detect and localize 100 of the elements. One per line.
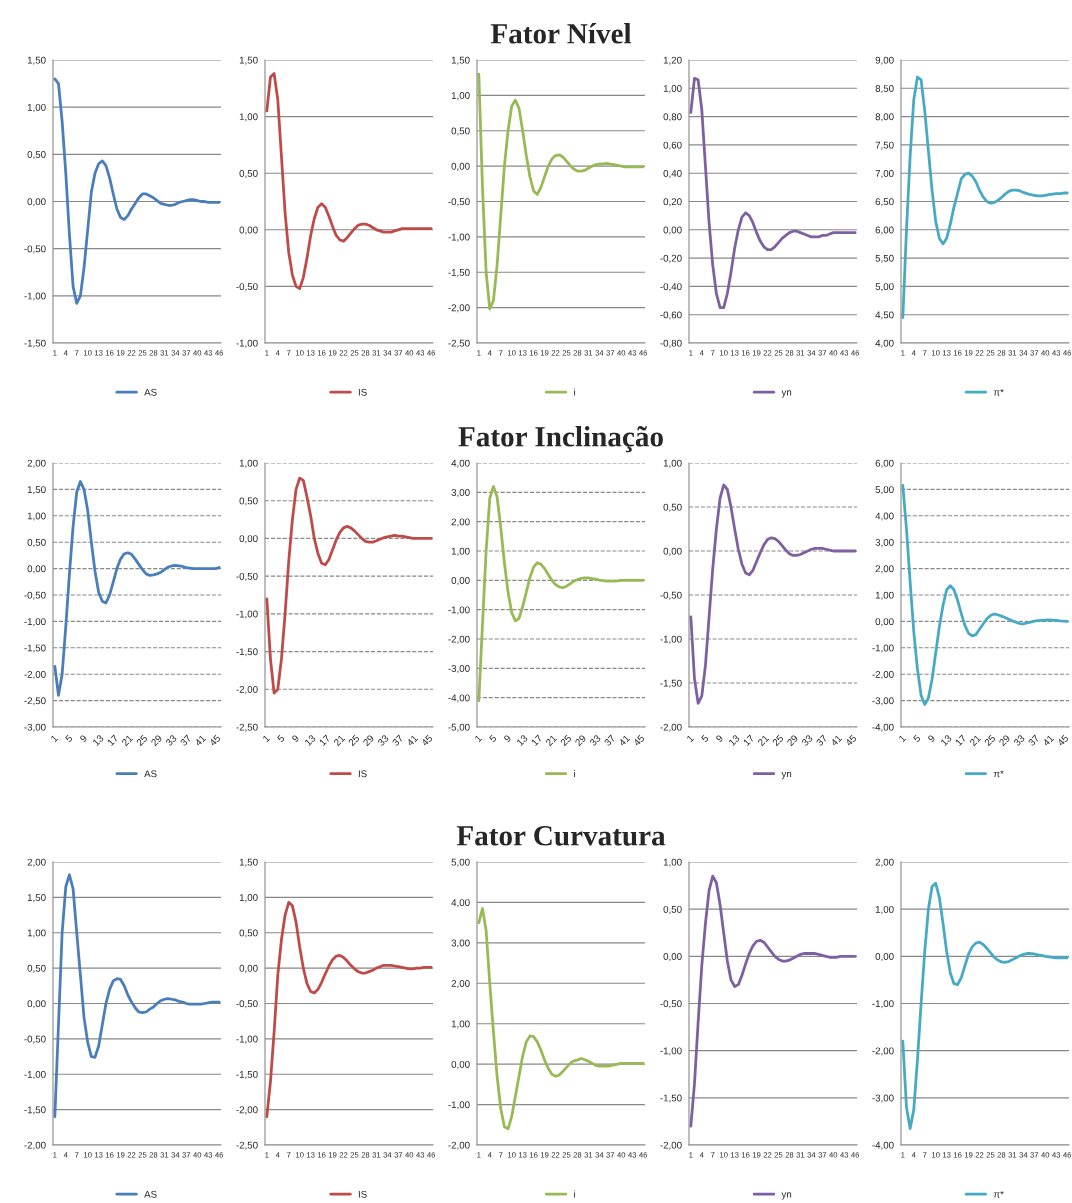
- x-tick-label: 1: [686, 734, 695, 743]
- y-tick-label: -0,50: [448, 198, 470, 207]
- line-series: [265, 72, 433, 291]
- y-tick-label: -2,50: [448, 339, 470, 348]
- y-tick-label: 0,00: [663, 547, 682, 556]
- x-tick-label: 9: [291, 734, 300, 743]
- y-tick-label: 0,00: [239, 535, 258, 544]
- y-tick-label: 1,00: [875, 905, 894, 914]
- line-series: [901, 75, 1069, 319]
- legend-label: i: [574, 1190, 576, 1198]
- x-tick-label: 33: [589, 734, 602, 747]
- x-tick-label: 13: [304, 734, 317, 747]
- y-tick-label: 2,00: [451, 980, 470, 989]
- legend-label: IS: [358, 388, 367, 396]
- line-series: [901, 484, 1069, 706]
- x-tick-label: 17: [107, 734, 119, 747]
- y-tick-label: -2,00: [24, 1141, 46, 1150]
- x-tick-label: 29: [786, 734, 799, 747]
- y-tick-label: 4,00: [451, 459, 470, 468]
- y-tick-label: 0,00: [663, 953, 682, 962]
- chart-title: Fator Curvatura: [456, 826, 666, 846]
- x-tick-label: 29: [998, 734, 1011, 747]
- y-tick-label: -2,00: [872, 670, 894, 679]
- x-tick-label: 13: [940, 734, 953, 747]
- y-tick-label: 0,40: [663, 169, 682, 178]
- y-tick-label: -1,00: [448, 233, 470, 242]
- x-tick-label: 9: [503, 734, 512, 743]
- y-tick-label: 9,00: [875, 56, 894, 65]
- y-tick-label: 1,50: [451, 56, 470, 65]
- x-tick-label: 1: [50, 734, 59, 743]
- y-tick-label: 0,00: [239, 226, 258, 235]
- y-tick-label: -2,50: [236, 723, 258, 732]
- x-tick-label: 25: [983, 734, 996, 747]
- y-tick-label: 0,50: [27, 538, 46, 547]
- y-tick-label: -1,00: [660, 1047, 682, 1056]
- y-tick-label: 5,50: [875, 254, 894, 263]
- legend-label: i: [574, 770, 576, 778]
- x-tick-label: 37: [815, 734, 828, 747]
- y-tick-label: 1,00: [451, 547, 470, 556]
- x-tick-label: 29: [574, 734, 587, 747]
- y-tick-label: 0,00: [27, 1000, 46, 1009]
- legend-label: π*: [993, 1190, 1004, 1198]
- y-tick-label: 1,00: [663, 858, 682, 867]
- x-tick-label: 5: [912, 734, 921, 743]
- x-tick-label: 5: [64, 734, 73, 743]
- y-tick-label: -1,50: [236, 648, 258, 657]
- x-tick-label: 41: [830, 734, 843, 747]
- y-tick-label: 1,00: [451, 1020, 470, 1029]
- legend-label: yn: [781, 1192, 792, 1200]
- y-tick-label: 1,00: [875, 591, 894, 600]
- x-tick-label: 1: [474, 734, 483, 743]
- legend-label: IS: [358, 770, 367, 778]
- y-tick-label: 0,20: [663, 198, 682, 207]
- line-series: [689, 77, 857, 310]
- chart-title: Fator Nível: [490, 23, 632, 44]
- x-tick-label: 5: [488, 734, 497, 743]
- x-tick-label: 13: [516, 734, 529, 747]
- y-tick-label: 3,00: [451, 939, 470, 948]
- chart-title: Fator Inclinação: [458, 426, 663, 453]
- y-tick-label: -3,00: [24, 723, 46, 732]
- y-tick-label: 1,00: [27, 512, 46, 521]
- y-tick-label: 0,80: [663, 113, 682, 122]
- x-tick-label: 37: [179, 734, 192, 747]
- y-tick-label: 0,50: [663, 905, 682, 914]
- x-tick-label: 9: [927, 734, 936, 743]
- y-tick-label: -1,00: [24, 1070, 46, 1080]
- x-tick-label: 29: [150, 734, 163, 747]
- y-tick-label: 1,50: [239, 56, 258, 65]
- x-tick-label: 45: [1056, 734, 1069, 747]
- legend-label: AS: [144, 770, 157, 778]
- x-tick-label: 21: [969, 734, 982, 747]
- y-tick-label: 0,00: [875, 618, 894, 627]
- y-tick-label: -1,00: [236, 339, 258, 348]
- y-tick-label: -1,00: [24, 618, 46, 627]
- y-tick-label: -1,00: [448, 606, 470, 615]
- y-tick-label: 4,50: [875, 311, 894, 320]
- y-tick-label: -4,00: [872, 1141, 894, 1150]
- x-tick-label: 33: [801, 734, 814, 747]
- y-tick-label: 0,00: [239, 964, 258, 973]
- x-tick-label: 25: [771, 734, 784, 747]
- x-tick-label: 21: [757, 734, 770, 747]
- y-tick-label: -0,60: [660, 311, 682, 320]
- x-tick-label: 37: [603, 734, 616, 747]
- y-tick-label: -1,00: [24, 292, 46, 301]
- x-tick-label: 33: [1013, 734, 1026, 747]
- y-tick-label: 0,00: [875, 953, 894, 962]
- y-tick-label: 5,00: [875, 486, 894, 495]
- legend-label: i: [574, 388, 576, 396]
- x-tick-label: 17: [743, 734, 755, 747]
- y-tick-label: 1,00: [27, 103, 46, 112]
- y-tick-label: -3,00: [448, 665, 470, 674]
- x-tick-label: 13: [92, 734, 105, 747]
- y-tick-label: 5,00: [451, 858, 470, 867]
- x-tick-label: 33: [377, 734, 390, 747]
- line-series: [53, 77, 221, 305]
- line-series: [265, 900, 433, 1119]
- y-tick-label: 0,50: [663, 503, 682, 512]
- legend-label: yn: [781, 390, 792, 398]
- y-tick-label: 1,50: [27, 486, 46, 495]
- y-tick-label: 4,00: [875, 512, 894, 521]
